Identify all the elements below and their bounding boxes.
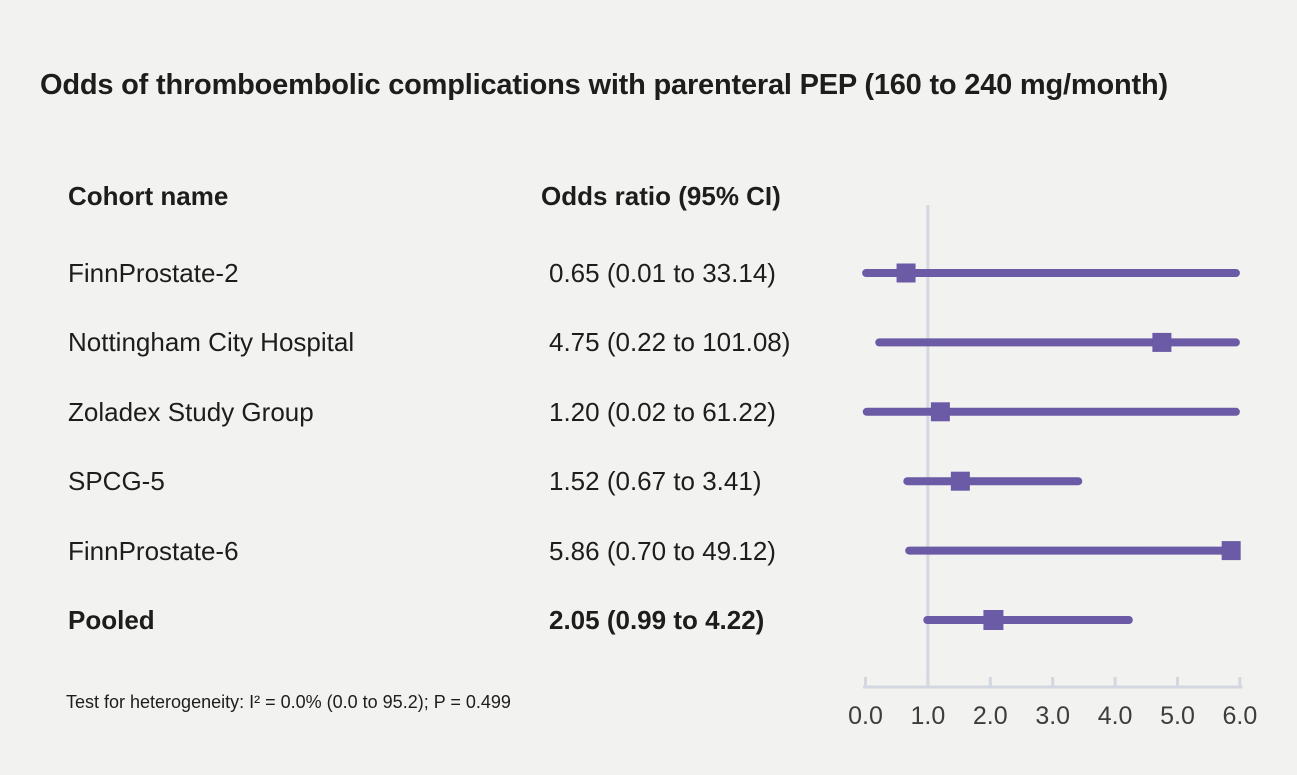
cohort-row-finnprostate-6: FinnProstate-6 5.86 (0.70 to 49.12) <box>0 534 860 568</box>
cohort-row-finnprostate-2: FinnProstate-2 0.65 (0.01 to 33.14) <box>0 256 860 290</box>
odds-ratio-value: 5.86 (0.70 to 49.12) <box>549 535 776 566</box>
cohort-name: FinnProstate-2 <box>68 258 239 288</box>
cohort-name: Pooled <box>68 605 155 635</box>
cohort-row-zoladex-study-group: Zoladex Study Group 1.20 (0.02 to 61.22) <box>0 395 860 429</box>
or-marker <box>896 263 916 283</box>
heterogeneity-note: Test for heterogeneity: I² = 0.0% (0.0 t… <box>66 692 511 712</box>
cohort-row-pooled: Pooled 2.05 (0.99 to 4.22) <box>0 603 860 637</box>
cohort-row-nottingham-city-hospital: Nottingham City Hospital 4.75 (0.22 to 1… <box>0 325 860 359</box>
odds-ratio-value: 4.75 (0.22 to 101.08) <box>549 327 791 358</box>
or-marker <box>950 471 970 491</box>
cohort-name: Nottingham City Hospital <box>68 327 355 358</box>
odds-ratio-value: 1.20 (0.02 to 61.22) <box>549 396 776 427</box>
axis-tick-label: 0.0 <box>848 702 883 730</box>
axis-tick-label: 1.0 <box>911 702 946 730</box>
odds-ratio-value: 2.05 (0.99 to 4.22) <box>549 605 765 635</box>
axis-tick-label: 5.0 <box>1160 702 1195 730</box>
odds-ratio-value: 0.65 (0.01 to 33.14) <box>549 258 776 288</box>
or-marker <box>983 610 1004 630</box>
column-header-cohort-name: Cohort name <box>68 181 229 211</box>
cohort-name: FinnProstate-6 <box>68 535 239 566</box>
cohort-row-spcg-5: SPCG-5 1.52 (0.67 to 3.41) <box>0 464 860 498</box>
odds-ratio-value: 1.52 (0.67 to 3.41) <box>549 466 762 497</box>
figure-title: Odds of thromboembolic complications wit… <box>40 69 1168 101</box>
or-marker <box>1152 332 1172 352</box>
axis-tick-label: 3.0 <box>1035 702 1070 730</box>
axis-tick-label: 2.0 <box>973 702 1008 730</box>
or-marker <box>1221 541 1241 561</box>
cohort-name: Zoladex Study Group <box>68 396 314 427</box>
axis-tick-label: 4.0 <box>1098 702 1133 730</box>
axis-tick-label: 6.0 <box>1223 702 1258 730</box>
cohort-name: SPCG-5 <box>68 466 165 497</box>
or-marker <box>930 402 950 422</box>
column-header-odds-ratio: Odds ratio (95% CI) <box>541 181 781 211</box>
